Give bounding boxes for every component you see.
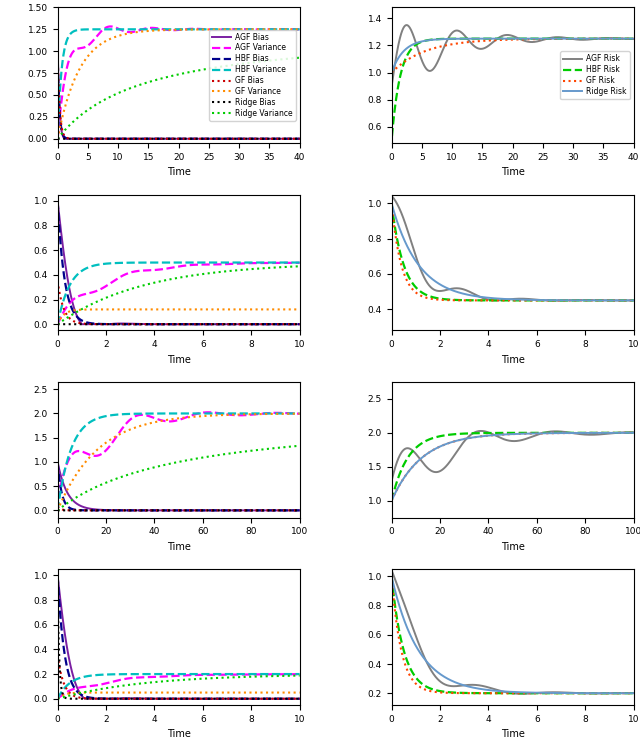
X-axis label: Time: Time (166, 542, 191, 552)
X-axis label: Time: Time (500, 168, 525, 177)
X-axis label: Time: Time (166, 168, 191, 177)
X-axis label: Time: Time (500, 729, 525, 739)
Legend: AGF Risk, HBF Risk, GF Risk, Ridge Risk: AGF Risk, HBF Risk, GF Risk, Ridge Risk (560, 51, 630, 99)
Legend: AGF Bias, AGF Variance, HBF Bias, HBF Variance, GF Bias, GF Variance, Ridge Bias: AGF Bias, AGF Variance, HBF Bias, HBF Va… (209, 30, 296, 121)
X-axis label: Time: Time (500, 542, 525, 552)
X-axis label: Time: Time (166, 355, 191, 364)
X-axis label: Time: Time (166, 729, 191, 739)
X-axis label: Time: Time (500, 355, 525, 364)
